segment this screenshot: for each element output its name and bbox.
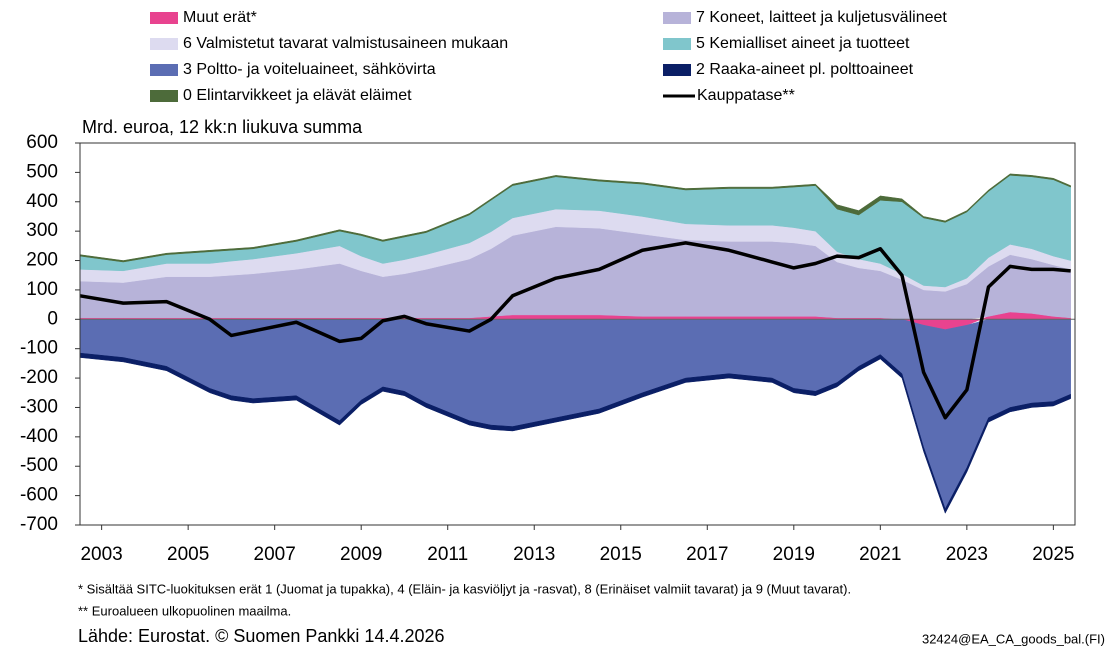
area <box>79 173 1071 263</box>
x-tick-label: 2017 <box>686 544 728 565</box>
y-tick-label: 100 <box>26 279 58 300</box>
y-tick-label: -400 <box>20 426 58 447</box>
y-tick-label: -500 <box>20 455 58 476</box>
legend-label: Kauppatase** <box>697 87 795 104</box>
y-tick-label: 200 <box>26 250 58 271</box>
subtitle: Mrd. euroa, 12 kk:n liukuva summa <box>82 117 363 137</box>
y-tick-label: 500 <box>26 161 58 182</box>
note: * Sisältää SITC-luokituksen erät 1 (Juom… <box>78 581 851 596</box>
y-tick-label: -700 <box>20 514 58 535</box>
legend-swatch <box>663 64 691 76</box>
y-tick-label: 0 <box>47 308 58 329</box>
x-tick-label: 2011 <box>427 544 468 565</box>
x-tick-label: 2021 <box>859 544 901 565</box>
area <box>79 352 1071 514</box>
y-tick-label: 600 <box>26 132 58 153</box>
legend-label: Muut erät* <box>183 9 257 26</box>
legend-label: 7 Koneet, laitteet ja kuljetusvälineet <box>696 9 947 26</box>
legend-swatch <box>663 12 691 24</box>
note: ** Euroalueen ulkopuolinen maailma. <box>78 603 291 618</box>
legend-swatch <box>150 64 178 76</box>
plot-frame <box>79 142 1076 526</box>
x-tick-label: 2009 <box>340 544 382 565</box>
legend-label: 3 Poltto- ja voiteluaineet, sähkövirta <box>183 61 436 78</box>
legend-swatch <box>663 38 691 50</box>
y-tick-label: -100 <box>20 338 58 359</box>
x-tick-label: 2013 <box>513 544 555 565</box>
legend-label: 5 Kemialliset aineet ja tuotteet <box>696 35 910 52</box>
y-tick-label: -600 <box>20 485 58 506</box>
x-tick-label: 2025 <box>1032 544 1074 565</box>
legend-swatch <box>150 38 178 50</box>
y-tick-label: -200 <box>20 367 58 388</box>
y-tick-label: 300 <box>26 220 58 241</box>
y-tick-label: 400 <box>26 191 58 212</box>
x-tick-label: 2015 <box>600 544 642 565</box>
x-tick-label: 2007 <box>254 544 296 565</box>
x-tick-label: 2005 <box>167 544 209 565</box>
code: 32424@EA_CA_goods_bal.(FI) <box>922 631 1105 646</box>
x-tick-label: 2019 <box>773 544 815 565</box>
legend-label: 0 Elintarvikkeet ja elävät eläimet <box>183 87 412 104</box>
legend-label: 2 Raaka-aineet pl. polttoaineet <box>696 61 914 78</box>
line <box>79 241 1071 420</box>
x-tick-label: 2003 <box>80 544 122 565</box>
source: Lähde: Eurostat. © Suomen Pankki 14.4.20… <box>78 626 445 646</box>
legend-swatch <box>150 90 178 102</box>
legend-swatch <box>150 12 178 24</box>
y-tick-label: -300 <box>20 396 58 417</box>
x-tick-label: 2023 <box>946 544 988 565</box>
legend-label: 6 Valmistetut tavarat valmistusaineen mu… <box>183 35 508 52</box>
